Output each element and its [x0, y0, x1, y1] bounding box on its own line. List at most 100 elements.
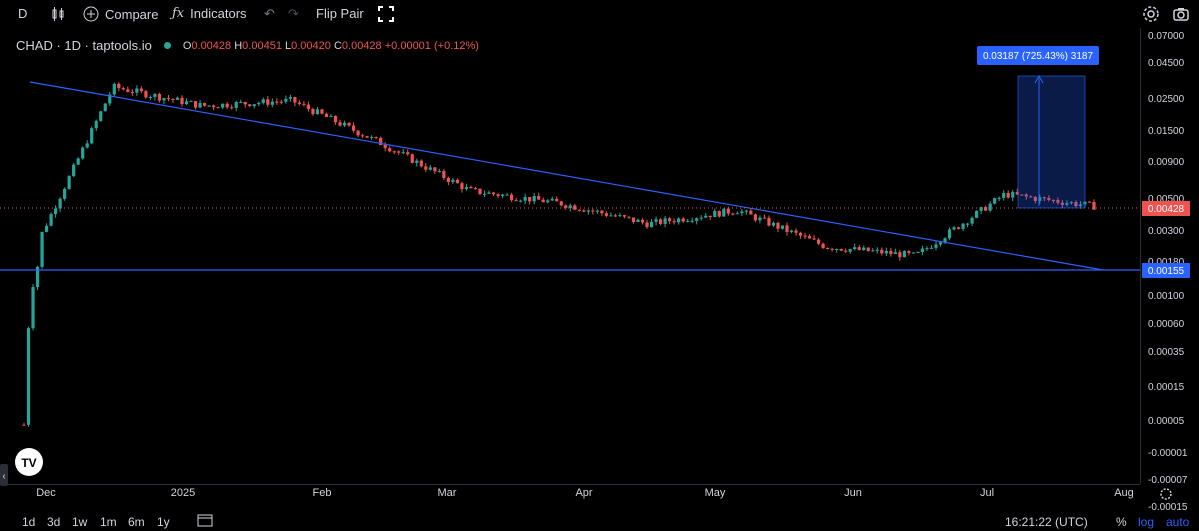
flip-pair-button[interactable]: Flip Pair: [316, 6, 364, 21]
candle-body: [559, 201, 563, 206]
time-tick-label: Apr: [575, 487, 592, 499]
candle-body: [239, 101, 243, 103]
candle-body: [649, 221, 654, 228]
auto-toggle[interactable]: auto: [1166, 515, 1190, 529]
candle-body: [956, 227, 961, 229]
fullscreen-icon[interactable]: [377, 5, 395, 23]
candle-body: [392, 151, 396, 153]
candle-body: [803, 235, 807, 237]
fx-icon: ƒx: [172, 6, 185, 21]
candle-body: [31, 287, 35, 329]
candle-body: [293, 97, 297, 103]
candle-body: [1033, 197, 1037, 201]
date-range-calendar-icon[interactable]: [197, 513, 213, 530]
indicators-button[interactable]: ƒx Indicators: [172, 6, 247, 21]
candle-body: [193, 101, 198, 108]
scroll-left-handle[interactable]: ‹: [0, 464, 8, 486]
time-tick-label: May: [705, 487, 726, 499]
candle-body: [175, 97, 180, 100]
candle-body: [469, 187, 473, 189]
candle-body: [1074, 202, 1078, 207]
measure-box[interactable]: [1017, 75, 1086, 209]
candle-body: [505, 194, 509, 196]
candle-body: [248, 104, 252, 107]
range-3d[interactable]: 3d: [47, 515, 61, 529]
candle-body: [735, 213, 739, 215]
candle-body: [315, 109, 320, 115]
range-6m[interactable]: 6m: [128, 515, 145, 529]
candle-body: [144, 91, 148, 98]
percent-toggle[interactable]: %: [1116, 515, 1127, 529]
utc-clock[interactable]: 16:21:22 (UTC): [1005, 515, 1088, 529]
range-1m[interactable]: 1m: [100, 515, 117, 529]
candle-body: [622, 215, 627, 217]
candle-body: [243, 101, 247, 105]
candle-body: [257, 102, 261, 105]
candle-body: [1069, 202, 1074, 204]
candle-type-icon[interactable]: [50, 6, 66, 22]
price-tick-label: 0.00100: [1148, 291, 1185, 302]
candle-body: [591, 210, 595, 212]
symbol-name[interactable]: CHAD · 1D · taptools.io: [16, 38, 152, 53]
candle-body: [835, 248, 839, 250]
candle-body: [40, 231, 44, 267]
candle-body: [1038, 197, 1042, 201]
candle-body: [388, 148, 392, 152]
measure-label: 0.03187 (725.43%) 3187: [983, 51, 1094, 62]
screenshot-camera-icon[interactable]: [1172, 5, 1190, 23]
candle-body: [537, 196, 541, 200]
undo-icon[interactable]: ↶: [264, 6, 275, 21]
candle-body: [595, 210, 599, 212]
candle-body: [636, 219, 640, 222]
candle-body: [640, 219, 645, 223]
candle-body: [916, 251, 920, 253]
candle-body: [135, 88, 139, 93]
candle-body: [320, 109, 324, 114]
low-value: 0.00420: [291, 39, 331, 52]
compare-button[interactable]: Compare: [83, 6, 158, 22]
time-axis-settings-gear-icon[interactable]: [1160, 488, 1172, 500]
candle-body: [884, 250, 888, 254]
candle-body: [690, 220, 694, 222]
price-axis[interactable]: 0.07000 0.04500 0.02500 0.01500 0.00900 0.005…: [1148, 31, 1188, 512]
time-axis[interactable]: Dec 2025 Feb Mar Apr May Jun Jul Aug: [36, 487, 1134, 499]
candle-body: [514, 200, 518, 202]
candle-body: [49, 214, 53, 226]
open-value: 0.00428: [191, 39, 232, 52]
candle-body: [550, 198, 554, 201]
tradingview-logo-icon[interactable]: TV: [15, 448, 43, 476]
candle-body: [686, 220, 690, 222]
redo-icon[interactable]: ↷: [288, 6, 299, 21]
candle-body: [871, 250, 875, 252]
candle-body: [130, 91, 134, 93]
candle-body: [613, 215, 618, 217]
price-tick-label: 0.00300: [1148, 226, 1185, 237]
candle-body: [26, 328, 31, 425]
time-tick-label: Mar: [438, 487, 457, 499]
range-1w[interactable]: 1w: [72, 515, 88, 529]
candle-body: [704, 215, 708, 218]
candle-body: [618, 215, 622, 217]
range-1d[interactable]: 1d: [22, 515, 36, 529]
candle-body: [993, 198, 997, 204]
price-chart[interactable]: 0.03187 (725.43%) 3187 0.070000.045000.0…: [0, 28, 1199, 512]
candle-body: [166, 98, 171, 100]
interval-button[interactable]: D: [18, 6, 27, 21]
candle-body: [153, 94, 157, 97]
log-toggle[interactable]: log: [1138, 515, 1155, 529]
candle-body: [270, 101, 274, 105]
candle-body: [1087, 201, 1092, 203]
candle-body: [722, 208, 726, 217]
candle-body: [63, 188, 67, 199]
candle-body: [482, 193, 487, 195]
candle-body: [311, 108, 315, 115]
settings-gear-icon[interactable]: [1142, 5, 1160, 23]
candle-body: [198, 102, 202, 108]
candle-body: [99, 111, 103, 121]
candle-body: [821, 243, 825, 248]
candle-body: [1029, 196, 1033, 198]
trendline[interactable]: [29, 81, 1104, 271]
candle-body: [970, 217, 974, 224]
candle-body: [758, 217, 762, 221]
range-1y[interactable]: 1y: [157, 515, 170, 529]
